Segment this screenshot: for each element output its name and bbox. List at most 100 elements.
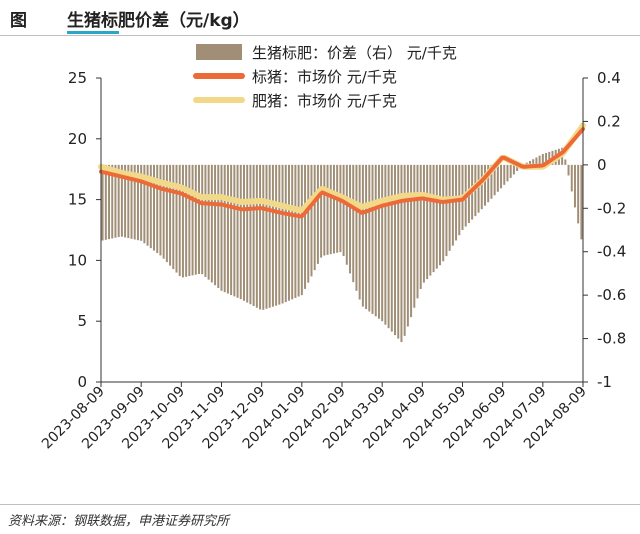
spread-bar [204,164,207,277]
spread-bar [130,164,133,239]
spread-bar [580,164,583,240]
spread-bar [371,164,374,314]
left-tick-label: 25 [68,69,87,87]
spread-bar [577,164,580,224]
figure-prefix: 图 [10,11,27,31]
spread-bar [532,159,535,165]
legend-swatch-spread [196,44,242,60]
spread-bar [297,164,300,297]
spread-bar [435,164,438,269]
spread-bar [329,164,332,255]
spread-bar [210,164,213,283]
spread-bar [516,164,519,171]
spread-bar [207,164,210,280]
spread-bar [236,164,239,298]
left-tick-label: 10 [68,251,87,269]
spread-bar [162,164,165,259]
spread-bar [307,164,310,283]
spread-bar [175,164,178,273]
source-note: 资料来源：钢联数据，申港证券研究所 [8,514,230,529]
spread-bar [255,164,258,308]
spread-bar [422,164,425,283]
spread-bar [413,164,416,308]
spread-bar [455,164,458,241]
spread-bar [410,164,413,318]
spread-bar [316,164,319,264]
right-tick-label: -0.2 [597,199,626,217]
legend-label: 标猪：市场价 元/千克 [252,68,397,86]
spread-bar [262,164,265,310]
legend-label: 肥猪：市场价 元/千克 [252,92,397,110]
legend-label: 生猪标肥：价差（右） 元/千克 [252,44,457,62]
spread-bar [387,164,390,329]
spread-bar [339,164,342,253]
spread-bar [490,164,493,199]
spread-bar [528,160,531,165]
spread-bar [117,164,120,238]
spread-bar [573,164,576,208]
spread-bar [259,164,262,310]
spread-bar [384,164,387,325]
spread-bar [275,164,278,306]
spread-bar [500,164,503,189]
spread-bar [548,151,551,165]
spread-bar [419,164,422,289]
spread-bar [201,164,204,275]
spread-bar [104,164,107,240]
spread-bar [496,164,499,192]
spread-bar [226,164,229,294]
spread-bar [188,164,191,277]
spread-bar [390,164,393,332]
spread-bar [403,164,406,336]
spread-bar [181,164,184,278]
right-tick-label: 0.4 [597,69,621,87]
spread-bar [291,164,294,300]
spread-bar [124,164,127,238]
spread-bar [365,164,368,310]
spread-bar [538,155,541,165]
spread-bar [294,164,297,298]
spread-bar [445,164,448,257]
spread-bar [287,164,290,301]
spread-bar [358,164,361,300]
spread-bar [281,164,284,304]
spread-bar [111,164,114,239]
spread-bar [191,164,194,276]
spread-bar [406,164,409,327]
spread-bar [493,164,496,196]
spread-bar [426,164,429,280]
spread-bar [284,164,287,303]
spread-bar [397,164,400,339]
spread-bar [503,164,506,185]
chart-title: 生猪标肥价差（元/kg） [67,11,250,31]
spread-bar [326,164,329,255]
spread-bar [394,164,397,336]
spread-bar [336,164,339,253]
spread-bar [243,164,245,301]
spread-bar [355,164,358,291]
spread-bar [252,164,255,306]
spread-bar [230,164,233,295]
spread-bar [451,164,454,246]
spread-bar [271,164,274,307]
spread-bar [108,164,111,240]
spread-bar [509,164,512,178]
spread-bar [268,164,271,308]
spread-bar [239,164,242,300]
spread-bar [169,164,172,266]
spread-bar [400,164,403,343]
bottom-rule [0,504,640,505]
spread-bar [512,164,515,175]
spread-bar [487,164,490,203]
top-rule [0,35,640,36]
right-tick-label: -1 [597,373,612,391]
spread-bar [246,164,249,303]
left-tick-label: 0 [77,373,87,391]
spread-bar [198,164,200,274]
right-tick-label: -0.8 [597,330,626,348]
spread-bar [361,164,364,307]
spread-bar [477,164,480,213]
spread-bar [220,164,223,291]
spread-bar [484,164,486,206]
spread-bar [349,164,352,274]
